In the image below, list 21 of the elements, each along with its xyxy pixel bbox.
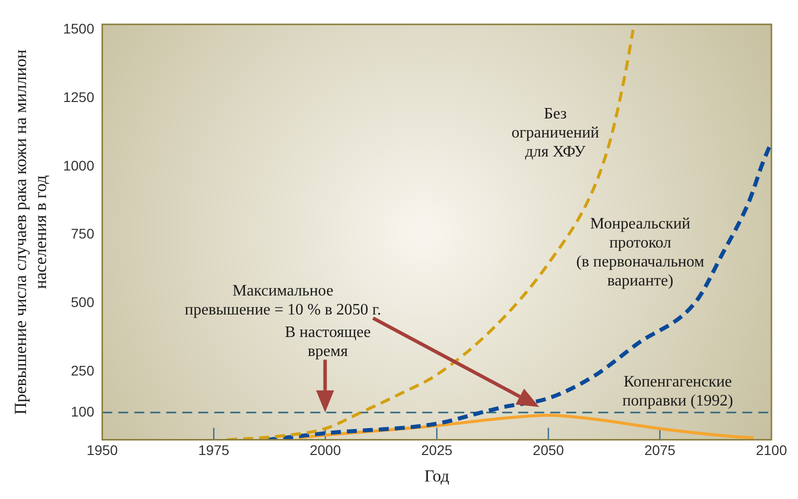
x-tick-label: 1950 — [86, 442, 118, 458]
annotation: В настоящее время — [284, 324, 371, 360]
series-label: Без ограничений для ХФУ — [511, 105, 600, 160]
y-axis-title: Превышение числа случаев рака кожи на миллион населения в год — [11, 50, 50, 415]
y-tick-label: 750 — [70, 226, 94, 242]
x-tick-label: 1975 — [198, 442, 230, 458]
x-tick-label: 2025 — [421, 442, 453, 458]
series-label: Копенгагенские поправки (1992) — [622, 374, 734, 410]
y-tick-label: 100 — [70, 403, 94, 420]
x-tick-label: 2050 — [532, 442, 564, 458]
y-tick-label: 250 — [70, 362, 94, 378]
y-tick-label: 1000 — [63, 157, 94, 174]
x-tick-label: 2000 — [310, 442, 342, 458]
y-tick-label: 1250 — [63, 89, 94, 106]
annotation: Максимальное превышение = 10 % в 2050 г. — [184, 282, 382, 318]
series-label: Монреальский протокол (в первоначальном варианте) — [576, 216, 704, 290]
x-tick-label: 2100 — [756, 442, 788, 458]
x-tick-label: 2075 — [644, 442, 676, 458]
x-axis-title: Год — [424, 466, 450, 486]
y-tick-label: 500 — [70, 294, 94, 310]
y-tick-label: 1500 — [63, 20, 94, 37]
